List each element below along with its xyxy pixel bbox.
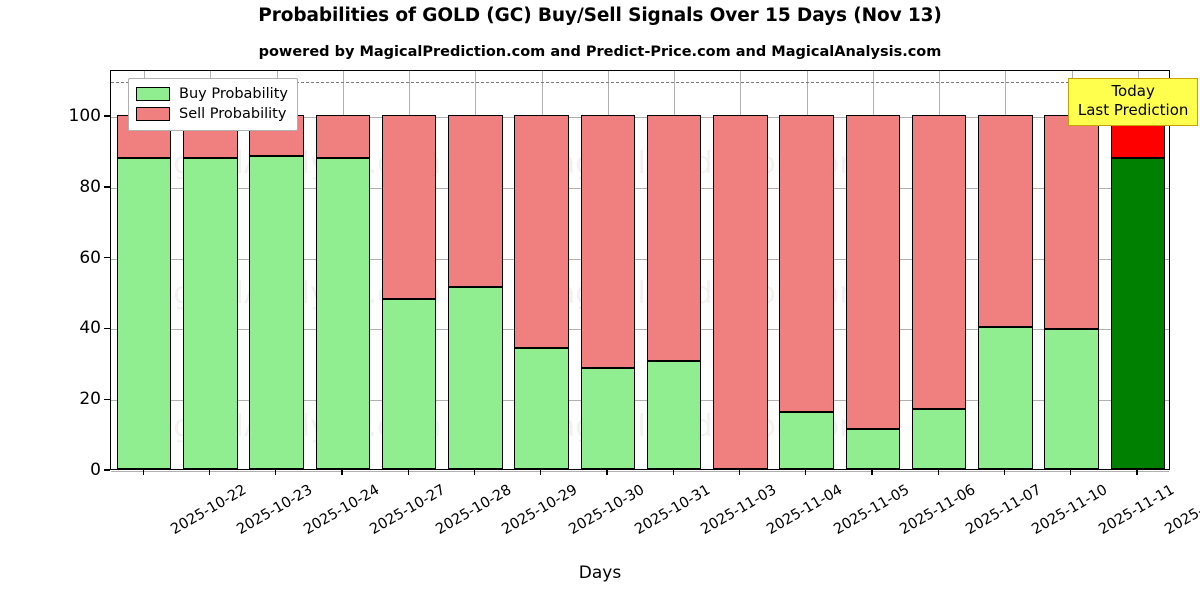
bar-segment-buy[interactable] xyxy=(646,361,702,469)
y-tick-mark xyxy=(104,327,110,330)
x-tick-mark xyxy=(407,470,409,475)
bar-segment-buy[interactable] xyxy=(116,157,172,469)
legend-item-sell: Sell Probability xyxy=(136,104,288,124)
bar-segment-sell[interactable] xyxy=(911,115,967,409)
y-tick-label: 60 xyxy=(79,247,101,268)
bar-segment-sell[interactable] xyxy=(448,115,503,288)
legend-label-sell: Sell Probability xyxy=(179,106,287,122)
legend-swatch-buy xyxy=(136,87,170,101)
bar-segment-buy[interactable] xyxy=(845,429,901,469)
x-axis-label: Days xyxy=(578,563,622,583)
legend-swatch-sell xyxy=(136,107,170,121)
bar-segment-sell[interactable] xyxy=(381,115,437,300)
chart-legend: Buy Probability Sell Probability xyxy=(128,78,298,131)
x-tick-mark xyxy=(805,470,807,475)
y-tick-mark xyxy=(104,186,110,188)
y-tick-label: 100 xyxy=(68,106,101,127)
legend-item-buy: Buy Probability xyxy=(136,84,288,104)
x-tick-mark xyxy=(341,470,343,475)
x-tick-mark xyxy=(473,470,476,475)
bar-segment-buy[interactable] xyxy=(381,299,437,469)
x-tick-mark xyxy=(208,470,211,475)
bar-segment-buy[interactable] xyxy=(514,347,569,469)
bar-segment-sell[interactable] xyxy=(779,115,834,412)
bar-column[interactable] xyxy=(116,69,172,469)
x-tick-mark xyxy=(738,470,741,475)
gridline-horizontal xyxy=(111,117,1169,119)
bar-column[interactable] xyxy=(448,69,503,469)
bar-segment-buy[interactable] xyxy=(1044,329,1099,469)
today-annotation: Today Last Prediction xyxy=(1067,78,1199,126)
bar-segment-buy[interactable] xyxy=(911,408,967,469)
reference-dashed-line xyxy=(111,81,1169,83)
gridline-horizontal xyxy=(111,187,1169,189)
bar-segment-sell[interactable] xyxy=(580,115,636,369)
bar-column[interactable] xyxy=(381,69,437,469)
bar-segment-sell[interactable] xyxy=(646,115,702,362)
gridline-horizontal xyxy=(111,329,1169,331)
bar-column[interactable] xyxy=(779,69,834,469)
bar-segment-sell[interactable] xyxy=(845,115,901,429)
bar-segment-sell[interactable] xyxy=(514,115,569,348)
y-tick-label: 80 xyxy=(79,176,101,197)
x-tick-mark xyxy=(672,470,674,475)
bar-column[interactable] xyxy=(911,69,967,469)
x-tick-mark xyxy=(142,470,144,475)
bar-column[interactable] xyxy=(845,69,901,469)
bar-segment-buy[interactable] xyxy=(315,157,371,469)
bar-column[interactable] xyxy=(580,69,636,469)
bar-segment-buy[interactable] xyxy=(448,287,503,469)
y-tick-label: 40 xyxy=(79,318,101,339)
y-tick-mark xyxy=(104,398,110,400)
x-tick-mark xyxy=(540,470,542,475)
bar-column[interactable] xyxy=(514,69,569,469)
chart-title: Probabilities of GOLD (GC) Buy/Sell Sign… xyxy=(258,5,942,26)
bar-column[interactable] xyxy=(1110,69,1166,469)
bar-column[interactable] xyxy=(315,69,371,469)
bar-segment-buy[interactable] xyxy=(779,411,834,469)
gridline-horizontal xyxy=(111,471,1169,472)
x-tick-mark xyxy=(1003,470,1006,475)
chart-subtitle: powered by MagicalPrediction.com and Pre… xyxy=(258,44,942,60)
y-tick-label: 0 xyxy=(90,460,101,480)
legend-label-buy: Buy Probability xyxy=(179,86,288,102)
bar-segment-sell[interactable] xyxy=(978,115,1033,327)
gridline-horizontal xyxy=(111,400,1169,402)
y-tick-label: 20 xyxy=(79,389,101,410)
bar-segment-buy[interactable] xyxy=(978,326,1033,469)
today-annotation-line2: Last Prediction xyxy=(1077,100,1189,119)
bar-column[interactable] xyxy=(713,69,768,469)
bar-segment-buy[interactable] xyxy=(249,155,304,469)
plot-area: MagicalAnalysis.comMagicalPrediction.com… xyxy=(110,69,1170,472)
bar-column[interactable] xyxy=(1044,69,1099,469)
bar-segment-sell[interactable] xyxy=(713,115,768,469)
bar-segment-buy[interactable] xyxy=(183,157,238,469)
bar-segment-buy[interactable] xyxy=(1110,157,1166,469)
today-annotation-line1: Today xyxy=(1111,82,1155,100)
x-tick-mark xyxy=(275,470,277,475)
bar-column[interactable] xyxy=(249,69,304,469)
bar-segment-sell[interactable] xyxy=(315,115,371,158)
bar-column[interactable] xyxy=(646,69,702,469)
x-tick-mark xyxy=(937,470,939,475)
bar-column[interactable] xyxy=(978,69,1033,469)
y-tick-mark xyxy=(104,115,110,117)
bar-segment-sell[interactable] xyxy=(1044,115,1099,330)
y-tick-mark xyxy=(104,257,110,259)
x-tick-mark xyxy=(871,470,873,475)
bar-segment-buy[interactable] xyxy=(580,368,636,469)
x-tick-mark xyxy=(1070,470,1072,475)
gridline-horizontal xyxy=(111,258,1169,260)
x-tick-mark xyxy=(1136,470,1138,475)
x-tick-mark xyxy=(606,470,608,475)
y-tick-mark xyxy=(104,469,110,471)
